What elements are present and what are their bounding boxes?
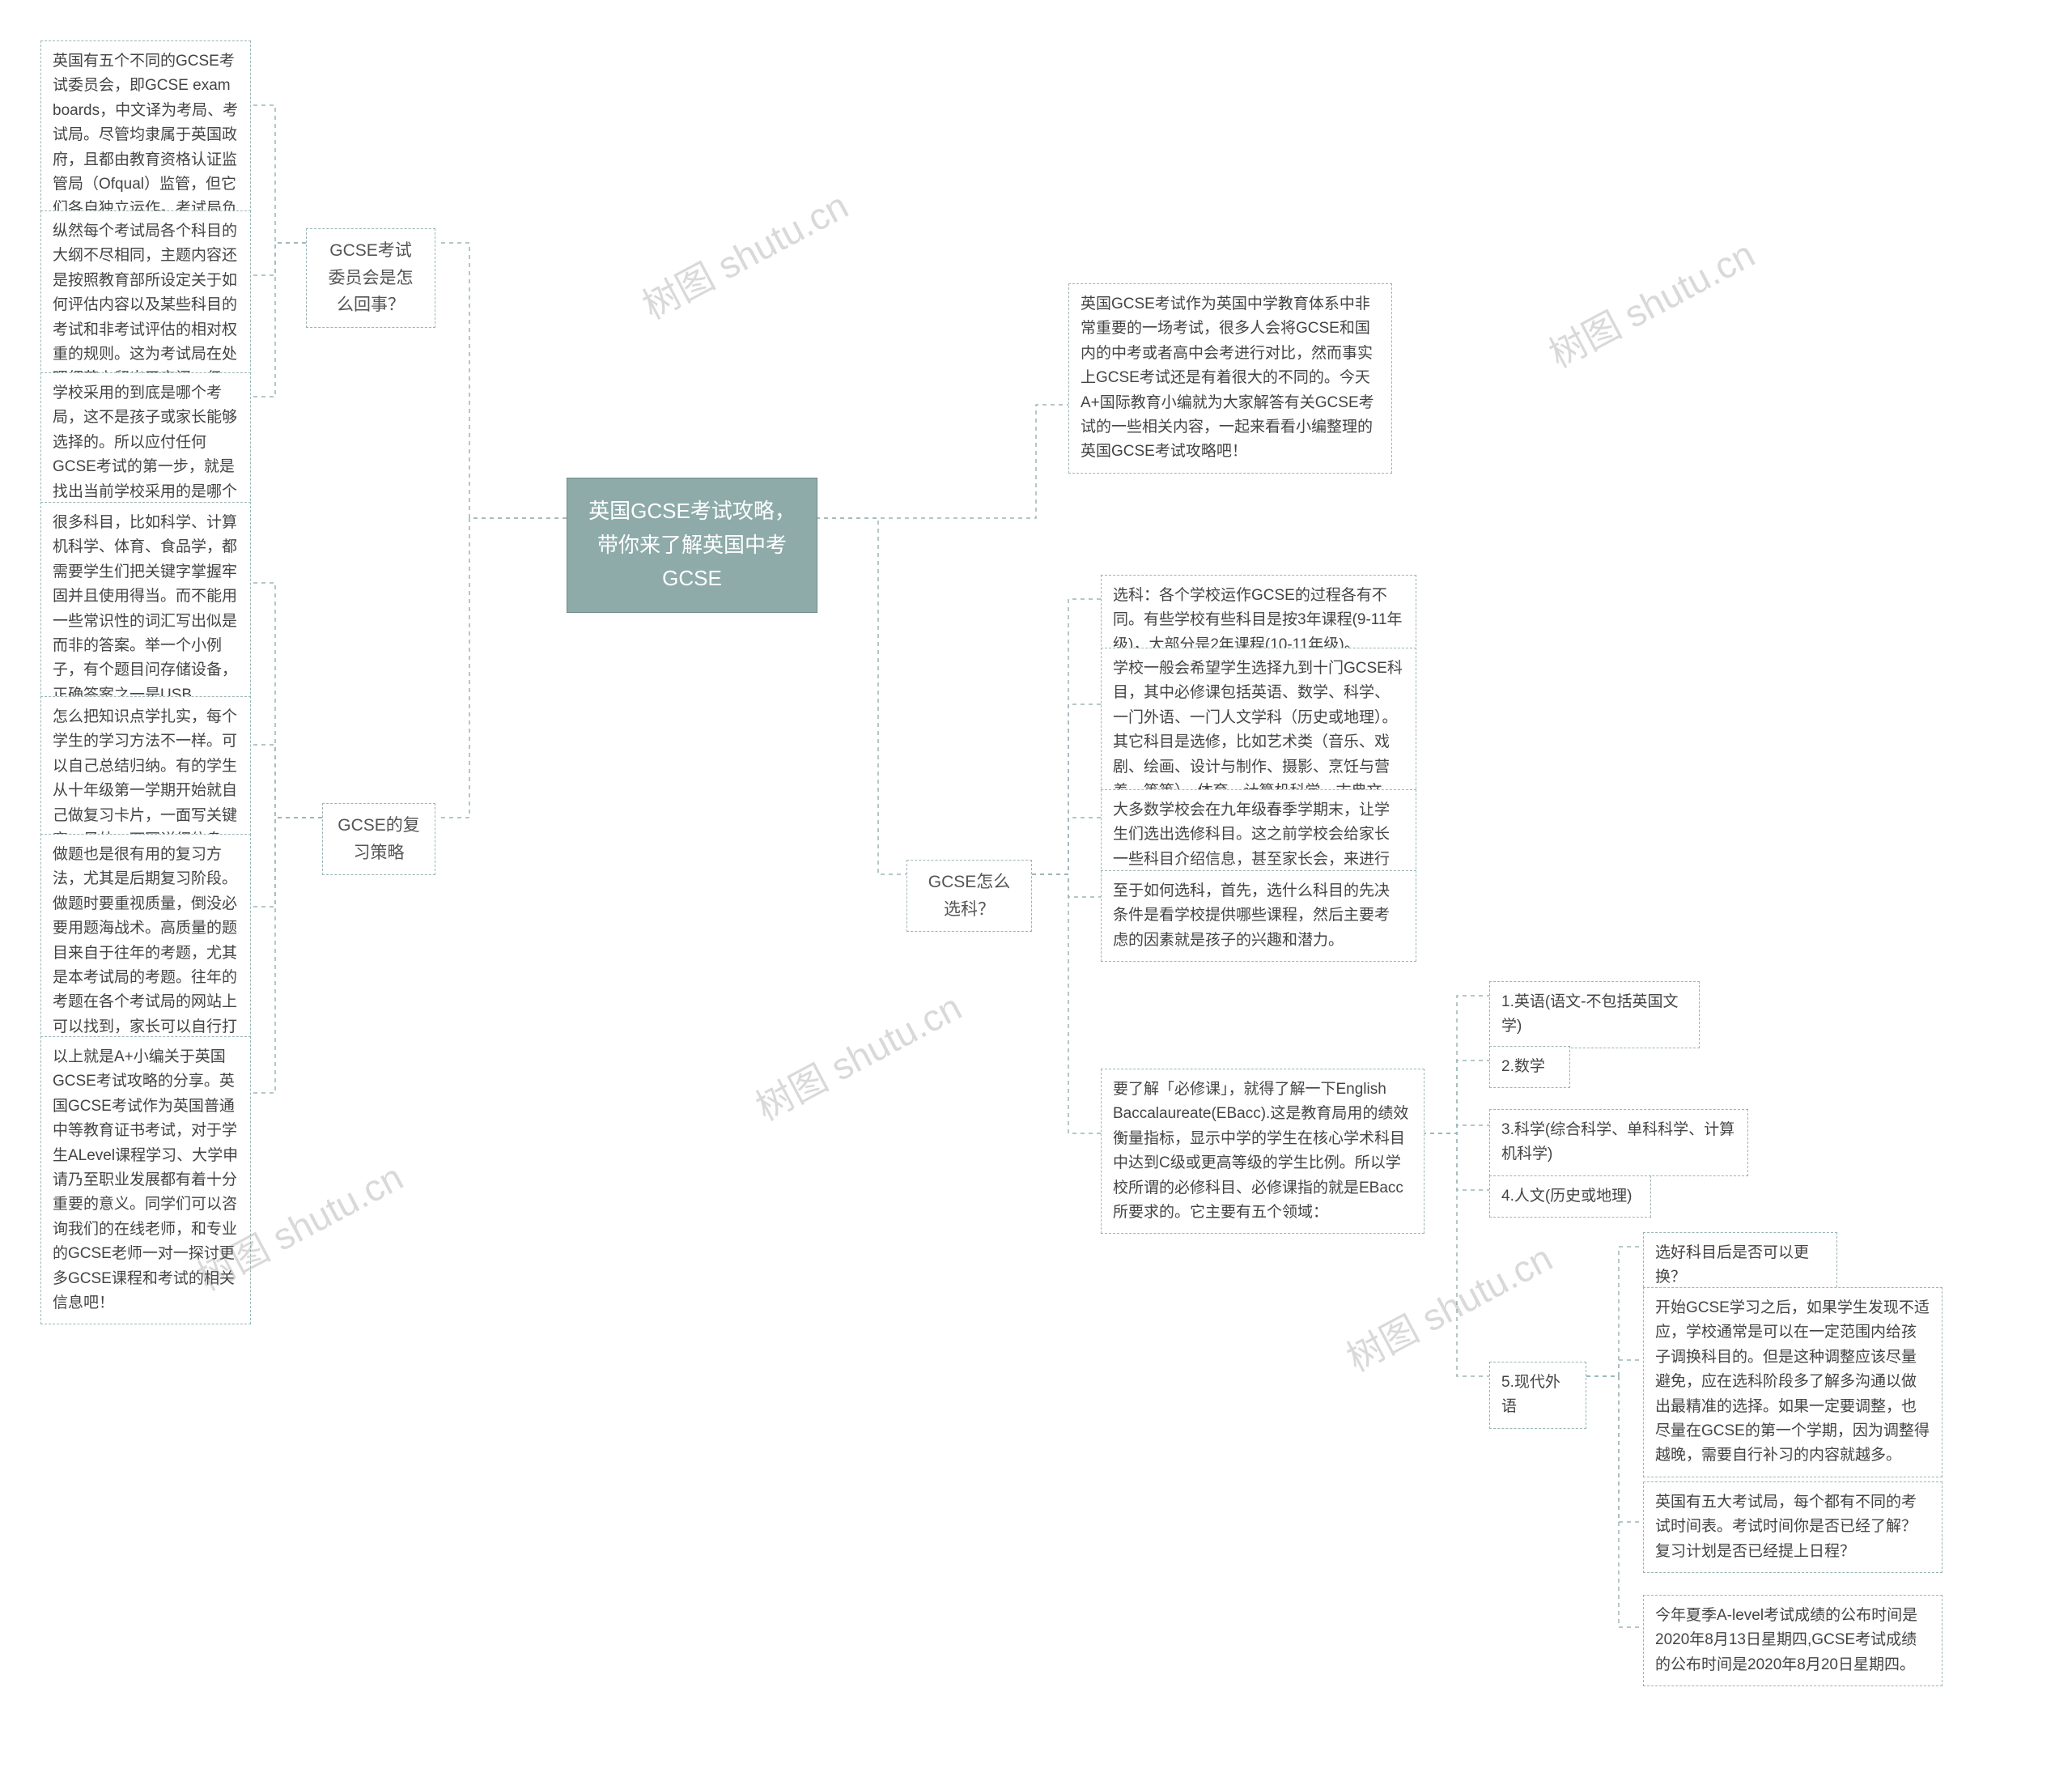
branch-review-label: GCSE的复习策略 [338,816,420,862]
intro-node: 英国GCSE考试作为英国中学教育体系中非常重要的一场考试，很多人会将GCSE和国… [1068,283,1392,474]
lang-item-2: 英国有五大考试局，每个都有不同的考试时间表。考试时间你是否已经了解？复习计划是否… [1643,1481,1942,1573]
ebacc-text-3: 4.人文(历史或地理) [1501,1188,1633,1205]
ebacc-item-4: 5.现代外语 [1489,1362,1586,1429]
watermark: 树图 shutu.cn [1336,1229,1560,1382]
intro-text: 英国GCSE考试作为英国中学教育体系中非常重要的一场考试，很多人会将GCSE和国… [1081,295,1374,460]
ebacc-item-3: 4.人文(历史或地理) [1489,1175,1651,1218]
center-node: 英国GCSE考试攻略，带你来了解英国中考GCSE [567,478,817,613]
ebacc-text-2: 3.科学(综合科学、单科科学、计算机科学) [1501,1121,1734,1163]
ebacc-item-0: 1.英语(语文-不包括英国文学) [1489,981,1700,1048]
choose-item-3: 至于如何选科，首先，选什么科目的先决条件是看学校提供哪些课程，然后主要考虑的因素… [1101,870,1416,962]
choose-item-ebacc: 要了解「必修课」，就得了解一下English Baccalaureate(EBa… [1101,1069,1424,1234]
watermark: 树图 shutu.cn [1539,225,1763,378]
lang-text-2: 英国有五大考试局，每个都有不同的考试时间表。考试时间你是否已经了解？复习计划是否… [1655,1494,1917,1560]
branch-exam-board: GCSE考试委员会是怎么回事？ [306,228,435,328]
branch-choose-label: GCSE怎么选科？ [928,873,1011,919]
branch-exam-board-label: GCSE考试委员会是怎么回事？ [329,241,414,314]
lang-text-1: 开始GCSE学习之后，如果学生发现不适应，学校通常是可以在一定范围内给孩子调换科… [1655,1299,1930,1464]
lang-item-3: 今年夏季A-level考试成绩的公布时间是2020年8月13日星期四,GCSE考… [1643,1595,1942,1686]
center-title: 英国GCSE考试攻略，带你来了解英国中考GCSE [588,499,796,590]
ebacc-item-2: 3.科学(综合科学、单科科学、计算机科学) [1489,1109,1748,1176]
choose-ebacc-text: 要了解「必修课」，就得了解一下English Baccalaureate(EBa… [1113,1081,1408,1221]
branch-choose: GCSE怎么选科？ [906,860,1032,932]
ebacc-text-0: 1.英语(语文-不包括英国文学) [1501,993,1679,1035]
review-text-3: 以上就是A+小编关于英国GCSE考试攻略的分享。英国GCSE考试作为英国普通中等… [53,1048,238,1311]
mindmap-canvas: 英国GCSE考试攻略，带你来了解英国中考GCSE 英国GCSE考试作为英国中学教… [0,0,2072,1781]
ebacc-text-1: 2.数学 [1501,1058,1545,1075]
watermark: 树图 shutu.cn [632,176,856,329]
choose-text-0: 选科：各个学校运作GCSE的过程各有不同。有些学校有些科目是按3年课程(9-11… [1113,587,1403,653]
choose-text-3: 至于如何选科，首先，选什么科目的先决条件是看学校提供哪些课程，然后主要考虑的因素… [1113,882,1390,949]
lang-text-3: 今年夏季A-level考试成绩的公布时间是2020年8月13日星期四,GCSE考… [1655,1607,1917,1673]
lang-item-1: 开始GCSE学习之后，如果学生发现不适应，学校通常是可以在一定范围内给孩子调换科… [1643,1287,1942,1477]
review-item-3: 以上就是A+小编关于英国GCSE考试攻略的分享。英国GCSE考试作为英国普通中等… [40,1036,251,1324]
ebacc-text-4: 5.现代外语 [1501,1374,1560,1415]
lang-text-0: 选好科目后是否可以更换？ [1655,1244,1809,1286]
branch-review: GCSE的复习策略 [322,803,435,875]
ebacc-item-1: 2.数学 [1489,1046,1570,1088]
watermark: 树图 shutu.cn [745,978,970,1131]
